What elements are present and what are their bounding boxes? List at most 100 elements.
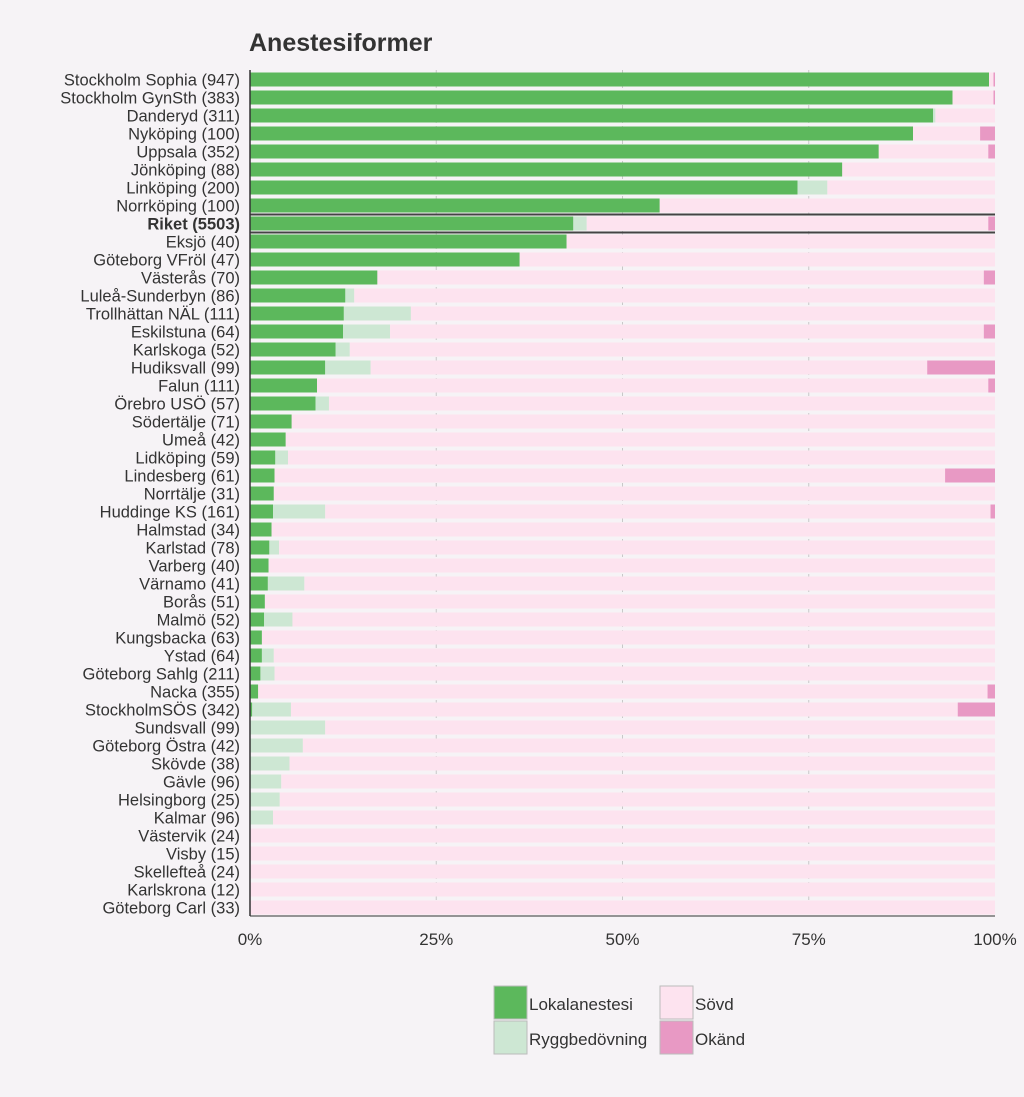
bar-segment (264, 594, 995, 609)
legend-swatch (493, 1020, 528, 1055)
category-label: Värnamo (41) (139, 576, 240, 594)
bar-segment (279, 792, 995, 807)
legend-label: Sövd (695, 995, 734, 1014)
x-tick-label: 0% (238, 930, 263, 949)
bar-segment (370, 360, 928, 375)
category-label: Karlskrona (12) (127, 882, 240, 900)
bar-segment (989, 72, 994, 87)
bar-segment (250, 792, 280, 807)
bar-segment (290, 702, 958, 717)
bar-segment (349, 342, 996, 357)
bar-segment (335, 342, 350, 357)
category-label: Göteborg Sahlg (211) (83, 666, 240, 684)
bar-segment (250, 198, 660, 213)
category-label: Kalmar (96) (154, 810, 240, 828)
bar-segment (957, 702, 995, 717)
bar-segment (410, 306, 995, 321)
bar-segment (250, 738, 303, 753)
bar-segment (250, 828, 995, 843)
bar-segment (274, 666, 996, 681)
bar-segment (261, 648, 274, 663)
category-label: Karlstad (78) (146, 540, 240, 558)
category-label: Göteborg Carl (33) (102, 900, 240, 918)
bar-segment (273, 504, 326, 519)
bar-segment (250, 630, 262, 645)
category-label: Linköping (200) (126, 180, 240, 198)
legend-label: Lokalanestesi (529, 995, 633, 1014)
bar-segment (935, 108, 995, 123)
category-label: Borås (51) (163, 594, 240, 612)
bar-segment (250, 702, 253, 717)
bar-segment (345, 288, 355, 303)
bar-segment (267, 576, 305, 591)
bar-segment (264, 612, 293, 627)
bar-segment (250, 288, 346, 303)
bar-segment (377, 270, 984, 285)
category-labels: Stockholm Sophia (947)Stockholm GynSth (… (60, 72, 240, 918)
chart-title: Anestesiformer (249, 29, 433, 57)
bar-segment (797, 180, 828, 195)
bar-segment (250, 234, 567, 249)
legend-swatch (659, 985, 694, 1020)
category-label: Visby (15) (166, 846, 240, 864)
category-label: Göteborg Östra (42) (92, 738, 240, 756)
category-label: Eskilstuna (64) (131, 324, 240, 342)
bar-segment (913, 126, 981, 141)
bar-segment (271, 522, 996, 537)
bar-segment (250, 684, 259, 699)
category-label: Stockholm Sophia (947) (64, 72, 240, 90)
bar-segment (250, 180, 798, 195)
bar-segment (250, 504, 274, 519)
bar-segment (343, 306, 411, 321)
bar-segment (325, 504, 991, 519)
axes (249, 70, 995, 917)
bar-segment (274, 468, 946, 483)
bar-segment (250, 396, 316, 411)
bar-segment (250, 576, 268, 591)
bar-segment (250, 882, 995, 897)
bar-segment (304, 576, 995, 591)
bar-segment (983, 270, 995, 285)
category-label: Umeå (42) (162, 432, 240, 450)
bar-segment (250, 486, 274, 501)
bar-segment (250, 126, 914, 141)
bar-segment (250, 252, 520, 267)
bar-segment (250, 72, 990, 87)
bar-segment (325, 720, 995, 735)
category-label: Skellefteå (24) (134, 864, 240, 882)
bar-segment (250, 666, 261, 681)
category-label: Luleå-Sunderbyn (86) (80, 288, 240, 306)
bar-segment (988, 216, 995, 231)
bar-segment (292, 612, 996, 627)
bar-segment (842, 162, 995, 177)
bar-segment (291, 414, 996, 429)
category-label: Nacka (355) (150, 684, 240, 702)
category-label: Västervik (24) (138, 828, 240, 846)
category-label: Karlskoga (52) (133, 342, 240, 360)
bar-segment (250, 414, 292, 429)
bar-segment (250, 360, 326, 375)
category-label: Riket (5503) (147, 216, 240, 234)
bar-segment (586, 216, 989, 231)
category-label: Ystad (64) (164, 648, 240, 666)
bar-segment (261, 630, 995, 645)
bar-segment (250, 774, 282, 789)
bar-segment (250, 900, 995, 915)
category-label: Lidköping (59) (135, 450, 240, 468)
bar-segment (252, 702, 291, 717)
legend-swatch (659, 1020, 694, 1055)
category-label: Eksjö (40) (166, 234, 240, 252)
bar-segment (317, 378, 989, 393)
bar-segment (250, 810, 274, 825)
category-label: Halmstad (34) (136, 522, 240, 540)
bar-segment (990, 504, 995, 519)
category-label: Lindesberg (61) (124, 468, 240, 486)
bar-segment (250, 324, 344, 339)
bar-segment (573, 216, 587, 231)
bar-segment (988, 144, 995, 159)
legend-swatch (493, 985, 528, 1020)
category-label: Örebro USÖ (57) (114, 396, 240, 414)
bar-segment (273, 648, 996, 663)
legend: Lokalanestesi Ryggbedövning Sövd Okänd (493, 985, 745, 1055)
